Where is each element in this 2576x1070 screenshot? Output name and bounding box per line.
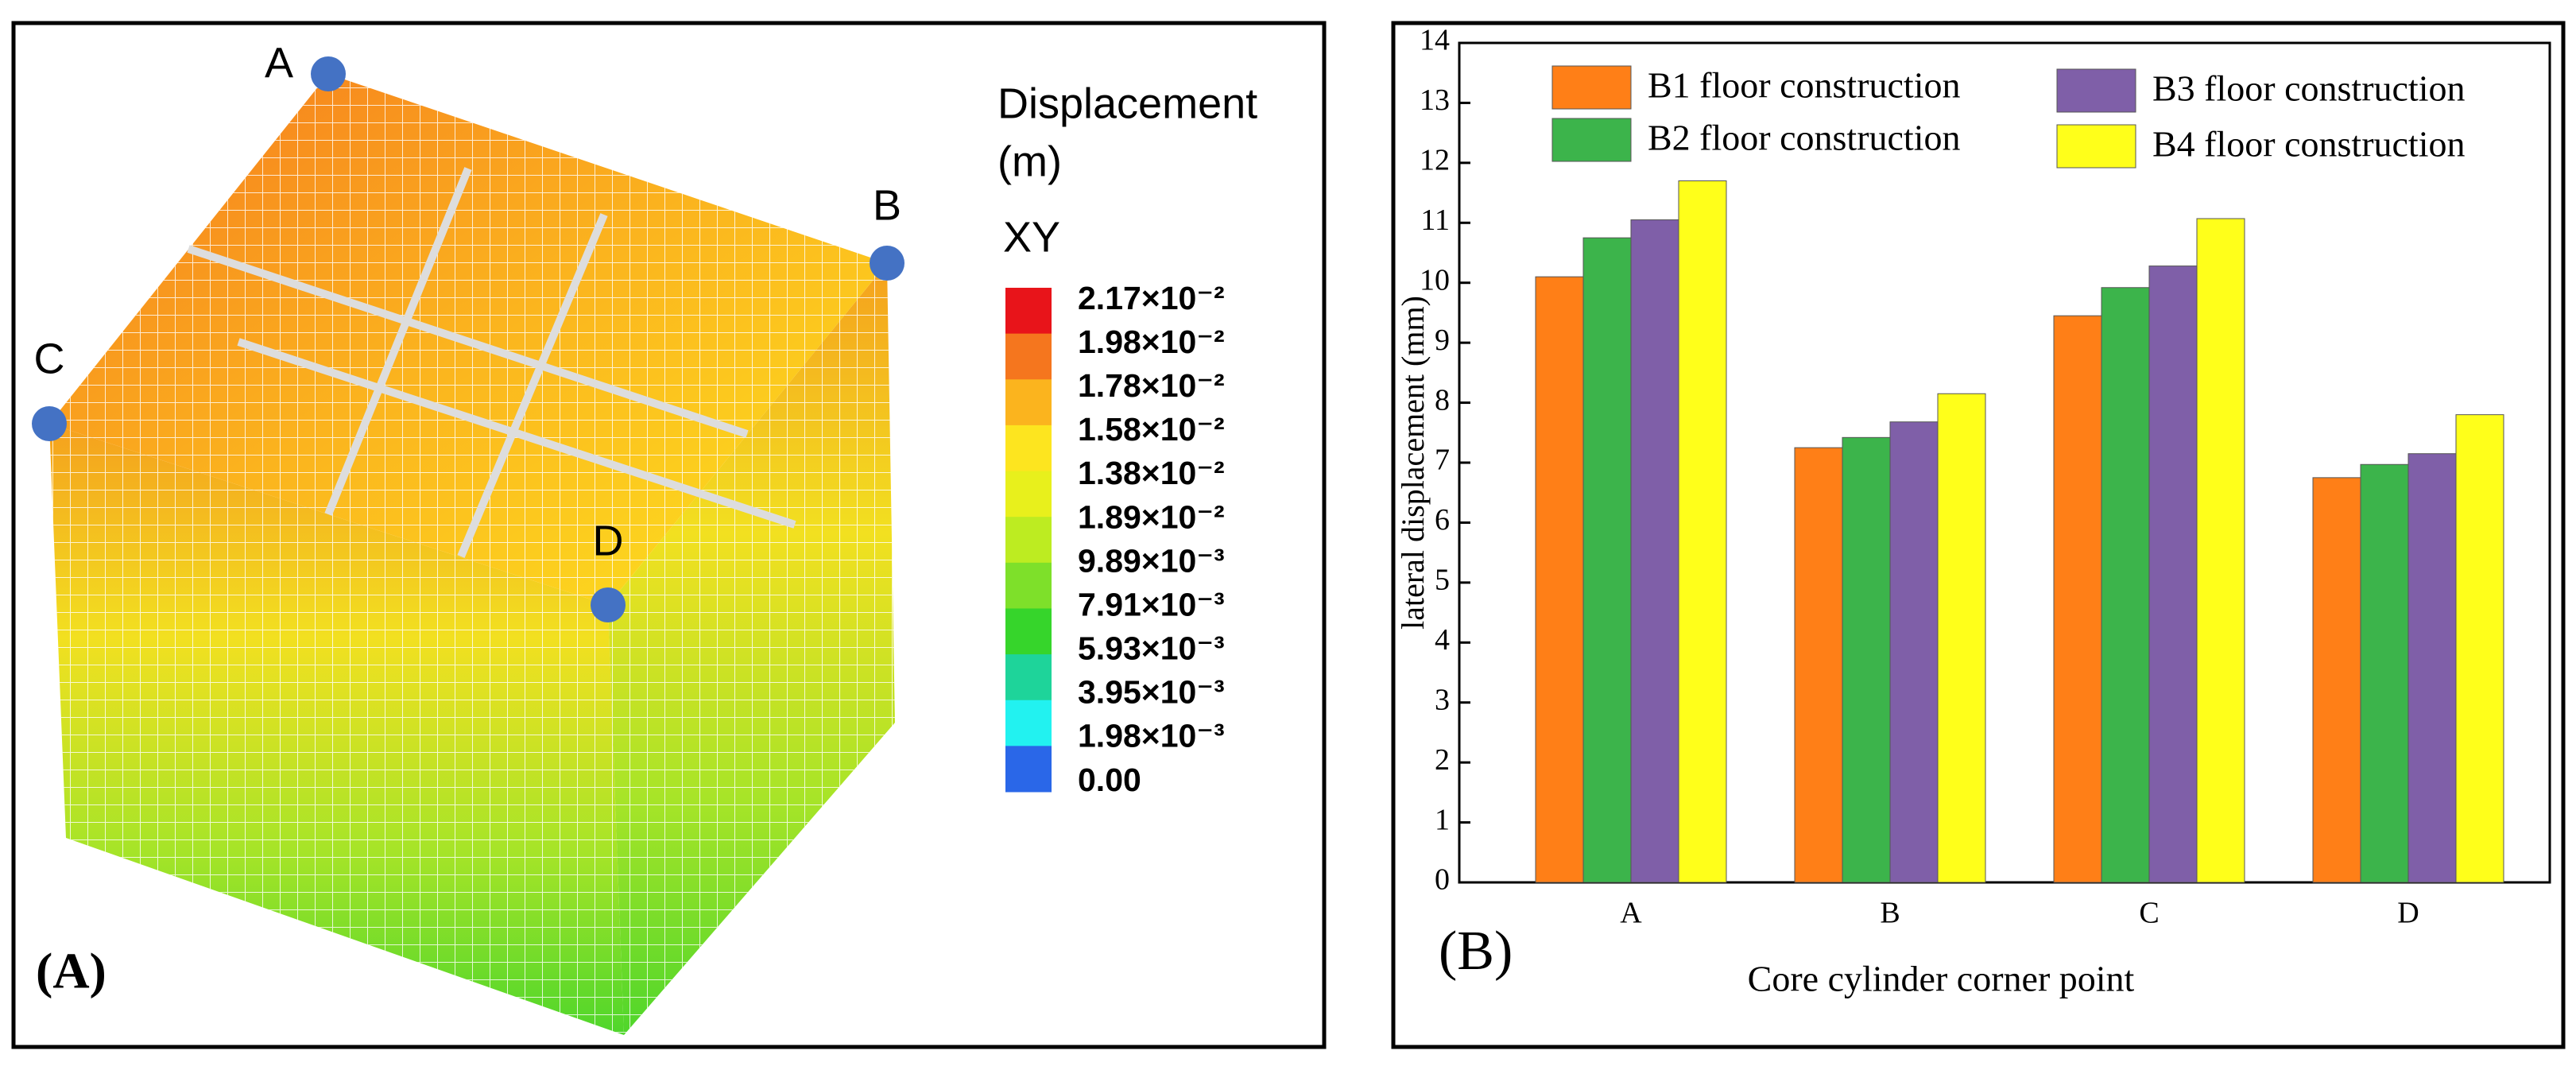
point-label: B	[873, 181, 901, 229]
color-swatch	[1005, 288, 1052, 335]
y-tick-label: 14	[1420, 24, 1450, 57]
y-tick-label: 2	[1435, 743, 1450, 777]
bar	[2312, 477, 2361, 883]
bar	[1630, 219, 1679, 883]
legend-swatch	[1551, 118, 1632, 162]
bar	[1842, 436, 1891, 883]
legend-title: (m)	[997, 138, 1062, 185]
bar	[1678, 180, 1727, 883]
legend-swatch	[2056, 68, 2136, 113]
legend-label: 5.93×10⁻³	[1078, 630, 1225, 667]
color-swatch	[1005, 746, 1052, 793]
color-swatch	[1005, 379, 1052, 426]
model-wall	[187, 167, 796, 558]
legend-label: 1.98×10⁻²	[1078, 324, 1225, 360]
color-swatch	[1005, 333, 1052, 380]
panel-frame	[1391, 21, 2566, 1049]
y-tick-label: 5	[1435, 564, 1450, 597]
point-label: D	[593, 517, 624, 564]
y-tick-label: 12	[1420, 144, 1450, 177]
legend-label: B3 floor construction	[2152, 68, 2466, 109]
y-tick-label: 8	[1435, 383, 1450, 417]
legend-component: XY	[1003, 213, 1060, 261]
y-tick-label: 1	[1435, 803, 1450, 836]
color-swatch	[1005, 562, 1052, 609]
x-axis-label: Core cylinder corner point	[1748, 959, 2135, 999]
legend-label: 1.58×10⁻²	[1078, 411, 1225, 448]
panel-frame	[11, 21, 1327, 1049]
point-marker	[32, 406, 67, 441]
legend-label: B2 floor construction	[1648, 118, 1961, 158]
legend-swatch	[1551, 65, 1632, 110]
bar	[2101, 287, 2150, 883]
legend-label: B1 floor construction	[1648, 65, 1961, 106]
y-tick-label: 3	[1435, 683, 1450, 716]
bar	[1535, 276, 1584, 883]
bar	[1794, 447, 1843, 883]
y-tick-label: 10	[1420, 263, 1450, 297]
model-mesh	[608, 263, 895, 1035]
legend-label: 0.00	[1078, 762, 1141, 798]
y-tick-label: 4	[1435, 623, 1450, 657]
x-tick-label: A	[1620, 897, 1642, 930]
point-label: C	[34, 335, 65, 382]
legend-label: 1.78×10⁻²	[1078, 367, 1225, 404]
y-tick-label: 11	[1420, 204, 1450, 237]
fem-model	[32, 56, 905, 1035]
bar	[2455, 414, 2504, 883]
legend-label: 1.89×10⁻²	[1078, 498, 1225, 535]
panel-label: (B)	[1439, 921, 1513, 982]
bar	[1937, 393, 1986, 883]
y-axis-label: lateral displacement (mm)	[1395, 296, 1431, 630]
color-swatch	[1005, 471, 1052, 518]
color-swatch	[1005, 425, 1052, 472]
color-swatch	[1005, 654, 1052, 701]
y-tick-label: 7	[1435, 444, 1450, 477]
y-tick-label: 6	[1435, 503, 1450, 537]
x-tick-label: C	[2139, 897, 2159, 930]
bar	[2360, 463, 2409, 883]
legend-label: 1.98×10⁻³	[1078, 718, 1225, 754]
legend-label: 7.91×10⁻³	[1078, 586, 1225, 622]
y-tick-label: 9	[1435, 324, 1450, 357]
color-swatch	[1005, 700, 1052, 746]
legend-label: 2.17×10⁻²	[1078, 280, 1225, 316]
color-swatch	[1005, 608, 1052, 655]
bar	[1889, 421, 1939, 883]
point-marker	[311, 56, 346, 91]
x-tick-label: B	[1880, 897, 1900, 930]
y-tick-label: 0	[1435, 863, 1450, 897]
point-marker	[870, 246, 905, 281]
y-tick-label: 13	[1420, 83, 1450, 117]
legend-label: 1.38×10⁻²	[1078, 455, 1225, 491]
legend-title: Displacement	[997, 79, 1257, 127]
model-mesh	[49, 424, 624, 1035]
point-marker	[591, 587, 626, 622]
color-swatch	[1005, 517, 1052, 564]
panel-label: (A)	[36, 943, 107, 999]
bar	[2196, 218, 2245, 883]
bar	[1582, 237, 1632, 883]
legend-swatch	[2056, 124, 2136, 169]
legend-label: 9.89×10⁻³	[1078, 542, 1225, 579]
x-tick-label: D	[2397, 897, 2419, 930]
point-label: A	[265, 39, 293, 87]
bar	[2148, 266, 2198, 883]
legend-label: B4 floor construction	[2152, 124, 2466, 165]
legend-label: 3.95×10⁻³	[1078, 674, 1225, 711]
bar	[2053, 315, 2102, 883]
bar	[2407, 453, 2457, 883]
